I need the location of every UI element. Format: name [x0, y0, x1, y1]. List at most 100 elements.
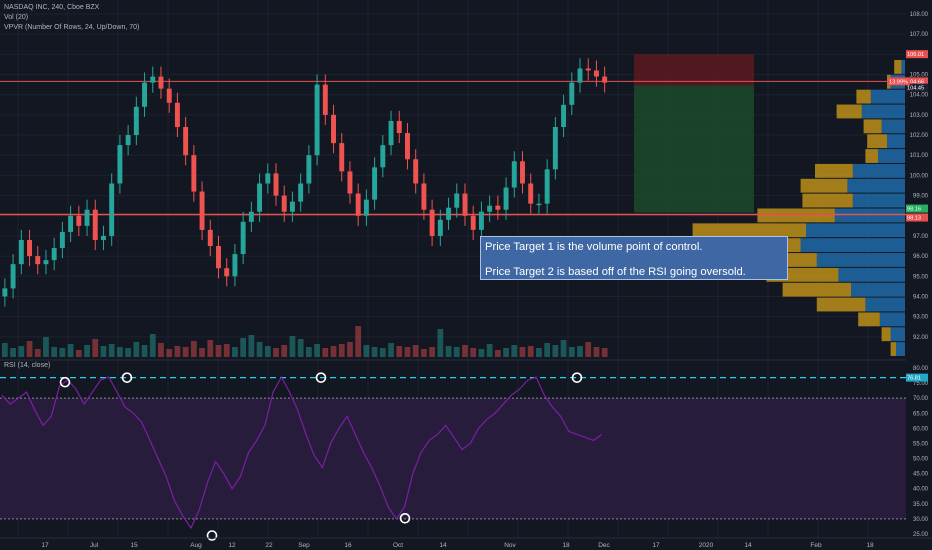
candle-body	[125, 135, 131, 146]
price-badge-label: 98.13	[907, 216, 921, 222]
rsi-tick-label: 25.00	[913, 532, 929, 538]
candle-body	[18, 239, 24, 265]
candle-body	[429, 209, 435, 236]
price-tick-label: 104.00	[910, 93, 929, 99]
volume-bar	[453, 347, 460, 357]
vpvr-bar-up	[870, 89, 905, 104]
volume-bar	[289, 336, 296, 357]
vpvr-bar-up	[852, 163, 905, 178]
candle-body	[248, 211, 254, 222]
rsi-tick-label: 60.00	[913, 426, 929, 432]
price-badge	[906, 83, 928, 92]
vpvr-bar-up	[887, 134, 905, 149]
price-badge-label: 104.66	[907, 79, 924, 85]
volume-bar	[149, 334, 156, 357]
candle-body	[380, 145, 386, 168]
rsi-badge-label: 76.81	[907, 376, 921, 382]
vpvr-bar-up	[816, 253, 905, 267]
volume-bar	[347, 342, 353, 357]
candle-body	[536, 203, 542, 206]
rsi-badge	[906, 373, 928, 382]
volume-bar	[421, 349, 427, 357]
vpvr-bar-up	[834, 208, 905, 223]
candle-body	[363, 199, 369, 216]
vpvr-bar-down	[856, 89, 871, 104]
price-tick-label: 93.00	[913, 315, 929, 321]
candle-body	[257, 183, 263, 212]
volume-bar	[92, 339, 99, 357]
candle-body	[191, 155, 197, 192]
candle-body	[421, 183, 427, 210]
candle-body	[396, 120, 402, 134]
stop-zone	[634, 54, 754, 86]
candle-body	[561, 104, 567, 127]
note-line-2: Price Target 2 is based off of the RSI g…	[485, 266, 746, 278]
candle-body	[207, 229, 213, 247]
volume-bar	[273, 348, 279, 357]
vpvr-bar-up	[838, 267, 905, 282]
vpvr-bar-down	[865, 149, 878, 163]
volume-bar	[379, 348, 386, 357]
rsi-marker-circle	[399, 513, 411, 524]
time-tick-label: Aug	[190, 542, 202, 549]
volume-bar	[544, 343, 551, 357]
time-tick-label: 12	[228, 542, 236, 549]
volume-bar	[585, 342, 592, 357]
candle-body	[51, 248, 57, 261]
rsi-tick-label: 50.00	[913, 457, 929, 463]
volume-bar	[26, 341, 33, 357]
volume-bar	[429, 347, 435, 357]
rsi-tick-label: 80.00	[913, 366, 929, 372]
volume-bar	[371, 347, 378, 357]
volume-bar	[67, 344, 74, 357]
price-badge	[906, 213, 928, 222]
volume-bar	[141, 345, 148, 357]
volume-bar	[100, 346, 107, 357]
vpvr-bar-up	[861, 104, 905, 119]
volume-bar	[158, 343, 164, 357]
candle-body	[273, 173, 279, 196]
price-tick-label: 102.00	[910, 133, 929, 139]
candle-body	[224, 268, 230, 277]
candle-body	[133, 106, 139, 136]
time-tick-label: Feb	[810, 542, 822, 549]
volume-bar	[190, 341, 197, 357]
candle-body	[511, 161, 517, 188]
rsi-marker-circle	[571, 372, 583, 383]
volume-bar	[108, 344, 115, 357]
candle-body	[199, 191, 205, 230]
time-tick-label: 22	[265, 542, 273, 549]
volume-legend[interactable]: Vol (20)	[4, 14, 29, 21]
candle-body	[355, 193, 361, 216]
symbol-legend[interactable]: NASDAQ INC, 240, Cboe BZX	[4, 4, 100, 11]
volume-bar	[18, 346, 25, 357]
vpvr-bar-down	[802, 193, 853, 208]
price-badge-label: 13.99%	[889, 79, 908, 85]
volume-bar	[462, 345, 468, 357]
volume-bar	[478, 349, 485, 357]
candle-body	[183, 126, 189, 156]
candle-body	[487, 205, 493, 212]
vpvr-bar-down	[836, 104, 862, 119]
price-tick-label: 99.00	[913, 194, 929, 200]
vpvr-legend[interactable]: VPVR (Number Of Rows, 24, Up/Down, 70)	[4, 24, 140, 31]
candle-body	[437, 219, 443, 236]
volume-bar	[240, 338, 247, 357]
candle-body	[117, 145, 123, 184]
price-badge	[906, 204, 928, 213]
time-tick-label: 15	[130, 542, 138, 549]
candle-body	[174, 102, 180, 127]
price-target-note[interactable]: Price Target 1 is the volume point of co…	[480, 236, 788, 280]
profit-zone	[634, 85, 754, 213]
candle-body	[470, 215, 476, 230]
rsi-tick-label: 35.00	[913, 502, 929, 508]
volume-bar	[322, 348, 329, 357]
vpvr-bar-up	[851, 282, 905, 297]
volume-bar	[133, 342, 140, 357]
candle-body	[413, 159, 419, 184]
rsi-legend[interactable]: RSI (14, close)	[4, 362, 51, 369]
price-tick-label: 94.00	[913, 294, 929, 300]
vpvr-bar-down	[782, 282, 851, 297]
